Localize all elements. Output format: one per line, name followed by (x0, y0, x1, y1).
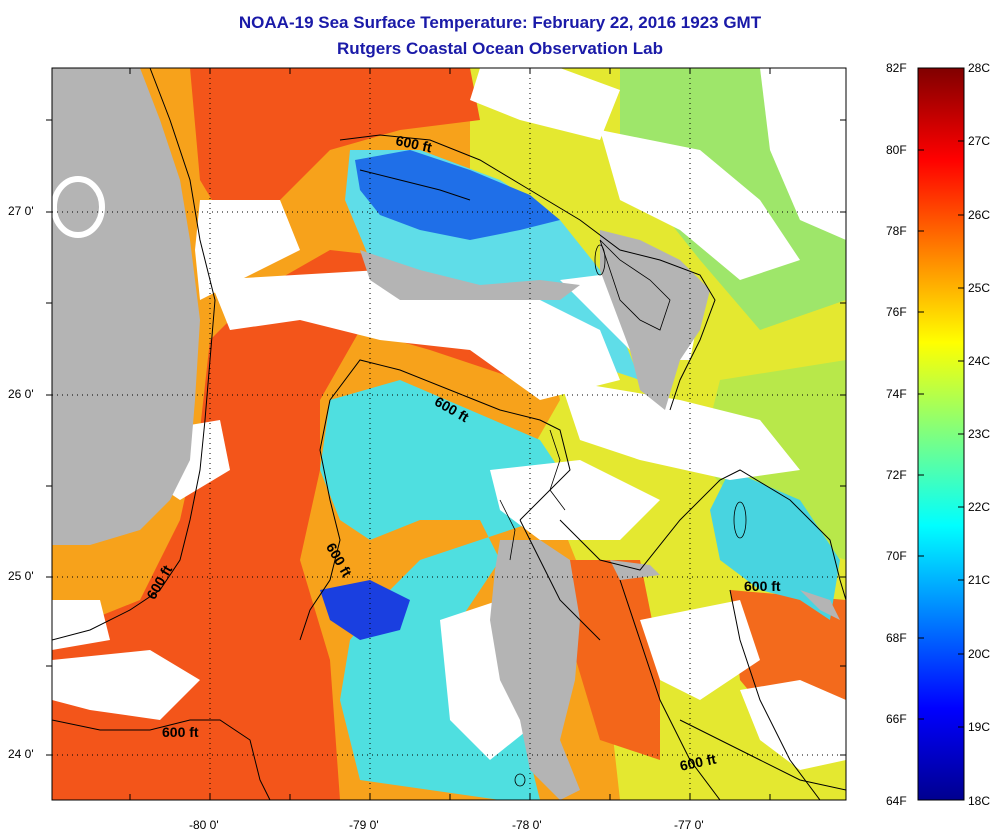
lat-label-27n: 27 0' (8, 204, 34, 218)
lat-label-25n: 25 0' (8, 569, 34, 583)
lon-label-78w: -78 0' (512, 818, 542, 832)
florida-peninsula (52, 68, 200, 545)
isobath-600ft (52, 68, 846, 800)
lon-label-77w: -77 0' (674, 818, 704, 832)
colorbar-c-label: 26C (968, 208, 991, 222)
colorbar-f-label: 78F (886, 224, 907, 238)
colorbar-c-label: 24C (968, 354, 991, 368)
colorbar-f-label: 82F (886, 61, 907, 75)
colorbar-f-label: 70F (886, 549, 907, 563)
title-line-1: NOAA-19 Sea Surface Temperature: Februar… (238, 13, 762, 32)
colorbar-f-label: 74F (886, 387, 907, 401)
colorbar-f-label: 68F (886, 631, 907, 645)
colorbar-c-label: 22C (968, 500, 991, 514)
axis-ticks (46, 68, 846, 800)
colorbar-f-label: 72F (886, 468, 907, 482)
gulf-stream-bottom-east (560, 560, 660, 760)
colorbar-c-label: 23C (968, 427, 991, 441)
figure-title: NOAA-19 Sea Surface Temperature: Februar… (0, 10, 1000, 62)
colorbar-c-label: 19C (968, 720, 991, 734)
sst-map-area (52, 68, 846, 800)
colorbar-f-label: 66F (886, 712, 907, 726)
graticule (52, 68, 846, 800)
eleuthera-island (610, 560, 660, 580)
colorbar-f-label: 76F (886, 305, 907, 319)
gulf-stream-core (52, 250, 560, 800)
contour-label-600ft: 600 ft (162, 724, 199, 740)
land-mask (52, 68, 840, 800)
grand-bahama-island (360, 250, 580, 300)
colorbar-c-label: 25C (968, 281, 991, 295)
lat-label-26n: 26 0' (8, 387, 34, 401)
nw-providence-blue (355, 150, 560, 240)
andros-island (490, 540, 580, 800)
lake-okeechobee-shore (52, 176, 105, 238)
cold-patch-blue (320, 580, 410, 640)
colorbar-c-label: 20C (968, 647, 991, 661)
colorbar-c-label: 18C (968, 794, 991, 808)
lat-label-24n: 24 0' (8, 747, 34, 761)
lon-label-80w: -80 0' (189, 818, 219, 832)
colorbar-c-label: 28C (968, 61, 991, 75)
exuma-cays (800, 590, 840, 620)
colorbar (917, 67, 965, 801)
colorbar-f-label: 80F (886, 143, 907, 157)
colorbar-ticks (918, 140, 964, 728)
contour-label-600ft: 600 ft (744, 578, 781, 594)
gulf-stream-north (190, 68, 480, 230)
abaco-island (600, 230, 710, 410)
lon-label-79w: -79 0' (349, 818, 379, 832)
title-line-2: Rutgers Coastal Ocean Observation Lab (337, 39, 663, 58)
map-frame (51, 67, 847, 801)
cloud-mask (52, 68, 846, 770)
exuma-sound-cold (710, 470, 840, 620)
colorbar-f-label: 64F (886, 794, 907, 808)
colorbar-c-label: 21C (968, 573, 991, 587)
colorbar-c-label: 27C (968, 134, 991, 148)
coastline-details (499, 239, 747, 787)
